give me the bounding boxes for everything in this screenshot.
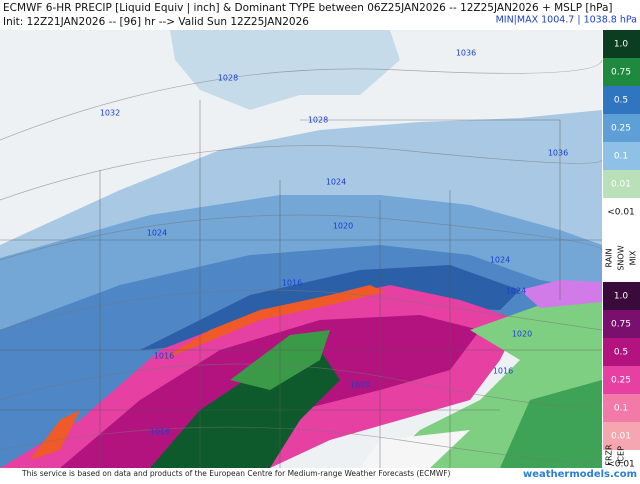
legend-swatch: [603, 58, 640, 86]
isobar-label: 1024: [326, 178, 346, 187]
legend-type: RAIN: [605, 248, 614, 267]
isobar-label: 1020: [512, 330, 532, 339]
map: [0, 30, 603, 470]
legend-swatch: [603, 394, 640, 422]
brand: weathermodels.com: [523, 469, 637, 480]
isobar-label: 1016: [150, 428, 170, 437]
subtitle: Init: 12Z21JAN2026 -- [96] hr --> Valid …: [3, 16, 309, 28]
legend: 1.0 0.75 0.5 0.25 0.1 0.01 <0.01 1.0 0.75 0.5 0.25…: [603, 30, 640, 470]
legend-type: MIX: [629, 250, 638, 265]
legend-type: FRZR: [605, 444, 614, 466]
legend-label: 0.25: [611, 376, 631, 386]
isobar-label: 1028: [308, 116, 328, 125]
title: ECMWF 6-HR PRECIP [Liquid Equiv | inch] …: [3, 2, 613, 14]
min-max: MIN|MAX 1004.7 | 1038.8 hPa: [496, 15, 637, 26]
isobar-labels: 1028 1032 1036 1028 1036 1024 1024 1020 1024 1016…: [100, 49, 568, 437]
isobar-label: 1016: [282, 279, 302, 288]
legend-swatch: [603, 170, 640, 198]
isobar-label: 1020: [350, 381, 370, 390]
legend-swatch: [603, 422, 640, 450]
legend-swatch: [603, 142, 640, 170]
isobar-label: 1032: [100, 109, 120, 118]
legend-label: 0.01: [611, 432, 631, 442]
legend-label: <0.01: [607, 208, 635, 218]
legend-swatch: [603, 86, 640, 114]
isobar-label: 1024: [147, 229, 167, 238]
legend-swatch: [603, 338, 640, 366]
legend-label: 0.1: [614, 404, 628, 414]
legend-label: 0.25: [611, 124, 631, 134]
legend-type: ICEP: [617, 446, 626, 464]
legend-swatch: [603, 310, 640, 338]
isobar-label: 1024: [506, 287, 526, 296]
legend-label: 0.75: [611, 68, 631, 78]
legend-label: 1.0: [614, 292, 629, 302]
legend-label: 0.5: [614, 96, 628, 106]
legend-swatch: [603, 282, 640, 310]
legend-swatch: [603, 114, 640, 142]
footer-note: This service is based on data and produc…: [21, 469, 451, 478]
legend-swatch: [603, 366, 640, 394]
isobar-label: 1020: [333, 222, 353, 231]
isobar-label: 1024: [490, 256, 510, 265]
legend-label: 0.01: [611, 180, 631, 190]
isobar-label: 1036: [456, 49, 476, 58]
isobar-label: 1036: [548, 149, 568, 158]
legend-type: SNOW: [617, 245, 626, 270]
isobar-label: 1016: [154, 352, 174, 361]
legend-label: 0.1: [614, 152, 628, 162]
legend-swatch: [603, 30, 640, 58]
legend-label: 1.0: [614, 40, 629, 50]
legend-label: <0.01: [607, 460, 635, 470]
legend-label: 0.5: [614, 348, 628, 358]
isobar-label: 1028: [218, 74, 238, 83]
isobar-label: 1016: [493, 367, 513, 376]
legend-label: 0.75: [611, 320, 631, 330]
